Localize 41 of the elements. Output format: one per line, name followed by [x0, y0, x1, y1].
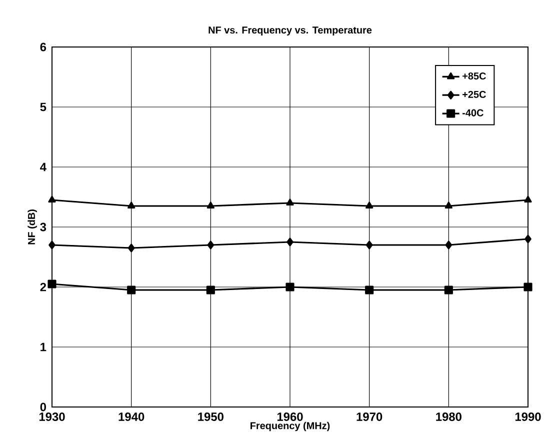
x-axis-title: Frequency (MHz) [250, 422, 330, 432]
x-tick-label: 1970 [356, 412, 382, 421]
x-tick-label: 1930 [39, 412, 65, 421]
y-axis-title: NF (dB) [28, 210, 37, 244]
x-tick-label: 1950 [198, 412, 224, 421]
x-tick-label: 1980 [436, 412, 462, 421]
point [48, 240, 56, 250]
point [524, 196, 532, 203]
legend-label: +25C [462, 90, 486, 98]
point [444, 202, 452, 209]
point [365, 286, 374, 294]
point [524, 282, 532, 292]
point [128, 244, 135, 252]
point [206, 286, 215, 294]
point [366, 202, 374, 209]
point [444, 286, 453, 294]
point [128, 202, 136, 209]
point [286, 238, 294, 246]
y-tick-label: 0 [40, 402, 46, 412]
point [286, 198, 294, 206]
x-tick-label: 1940 [118, 412, 144, 421]
legend-label: -40C [462, 109, 484, 116]
x-tick-label: 1990 [515, 412, 541, 421]
chart-title: NF vs. Frequency vs. Temperature [208, 26, 372, 36]
y-tick-label: 6 [40, 42, 46, 52]
point [524, 234, 532, 244]
point [445, 240, 452, 250]
point [286, 282, 294, 292]
y-tick-label: 3 [40, 222, 46, 232]
x-tick-label: 1960 [277, 412, 303, 421]
point [48, 280, 56, 288]
y-tick-label: 2 [40, 282, 46, 292]
y-tick-label: 1 [40, 342, 46, 352]
point [366, 240, 373, 250]
point [206, 202, 214, 209]
y-tick-label: 4 [40, 162, 46, 172]
y-tick-label: 5 [40, 102, 46, 112]
point [207, 240, 214, 250]
legend-label: +85C [462, 72, 486, 80]
point [48, 196, 56, 203]
point [127, 286, 136, 294]
